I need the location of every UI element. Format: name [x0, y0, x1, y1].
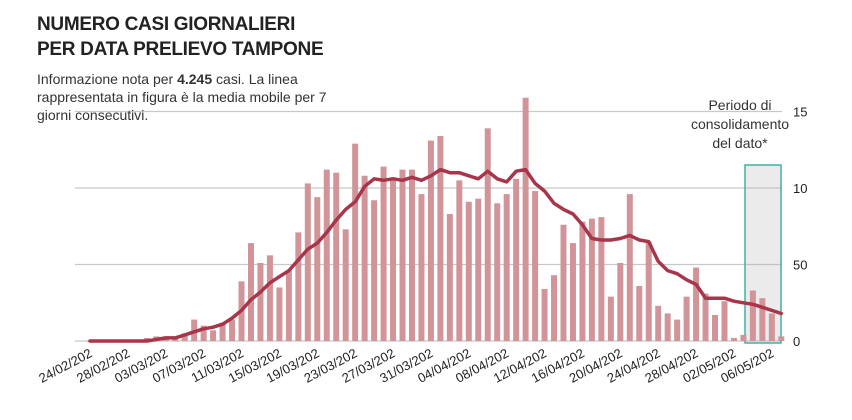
title-line: NUMERO CASI GIORNALIERI — [37, 14, 296, 35]
bar — [323, 169, 330, 341]
bar — [541, 288, 548, 341]
bar — [655, 305, 662, 341]
bar — [503, 194, 510, 341]
annotation-line: consolidamento — [690, 116, 790, 132]
bar — [588, 218, 595, 341]
y-tick-label: 15 — [793, 105, 807, 120]
bar — [532, 191, 539, 341]
bar — [712, 314, 719, 341]
case-count: 4.245 — [177, 71, 213, 87]
bar — [598, 217, 605, 341]
bar — [484, 128, 491, 341]
annotation-line: Periodo di — [708, 97, 772, 113]
bar — [276, 287, 283, 341]
moving-average-line — [88, 167, 784, 343]
bar — [693, 267, 700, 341]
subtitle-text: Informazione nota per — [37, 71, 174, 87]
bar — [333, 172, 340, 341]
bar — [304, 183, 311, 341]
bar — [342, 229, 349, 341]
bar — [674, 319, 681, 341]
bar — [513, 178, 520, 341]
bar — [427, 140, 434, 341]
bar — [181, 333, 188, 341]
bar — [285, 270, 292, 341]
y-tick-label: 0 — [793, 334, 800, 349]
bar — [408, 169, 415, 341]
bar — [617, 262, 624, 341]
bar — [645, 241, 652, 341]
bar — [390, 177, 397, 341]
bar — [437, 135, 444, 341]
bar — [683, 296, 690, 341]
bar — [749, 290, 756, 341]
chart-title: NUMERO CASI GIORNALIERI PER DATA PRELIEV… — [37, 12, 324, 62]
bar — [560, 224, 567, 341]
subtitle-line: Informazione nota per 4.245 casi. La lin… — [37, 70, 327, 88]
bar — [730, 337, 737, 341]
bar — [636, 285, 643, 341]
bar — [418, 194, 425, 341]
annotation: Periodo di consolidamento del dato* — [672, 96, 808, 153]
bar — [295, 232, 302, 341]
bar — [446, 214, 453, 341]
bar — [702, 293, 709, 341]
subtitle-line: rappresentata in figura è la media mobil… — [37, 89, 327, 105]
bar — [456, 180, 463, 341]
subtitle-text: casi. La linea — [216, 71, 298, 87]
bar — [266, 255, 273, 341]
bar — [768, 313, 775, 341]
bar — [210, 330, 217, 341]
bar — [465, 201, 472, 341]
bar — [257, 262, 264, 341]
bar — [721, 301, 728, 341]
bar — [664, 313, 671, 341]
bar — [314, 197, 321, 341]
bar — [626, 194, 633, 341]
bar — [229, 319, 236, 341]
y-tick-label: 50 — [793, 258, 807, 273]
bar — [475, 198, 482, 341]
bar — [569, 243, 576, 341]
subtitle-line: giorni consecutivi. — [37, 107, 149, 123]
bar — [352, 143, 359, 341]
bar — [740, 334, 747, 341]
bar — [551, 275, 558, 341]
bar — [759, 298, 766, 341]
subtitle: Informazione nota per 4.245 casi. La lin… — [37, 70, 327, 124]
bar — [361, 175, 368, 341]
bar — [380, 166, 387, 341]
bar — [371, 200, 378, 341]
bar — [219, 322, 226, 341]
y-tick-label: 10 — [793, 181, 807, 196]
title-line: PER DATA PRELIEVO TAMPONE — [37, 39, 324, 60]
bar — [778, 336, 785, 341]
bar — [247, 243, 254, 341]
bar — [399, 169, 406, 341]
bar — [522, 97, 529, 341]
bar — [494, 203, 501, 341]
annotation-line: del dato* — [712, 135, 768, 151]
bar — [579, 221, 586, 341]
bar — [200, 325, 207, 341]
bar — [607, 296, 614, 341]
